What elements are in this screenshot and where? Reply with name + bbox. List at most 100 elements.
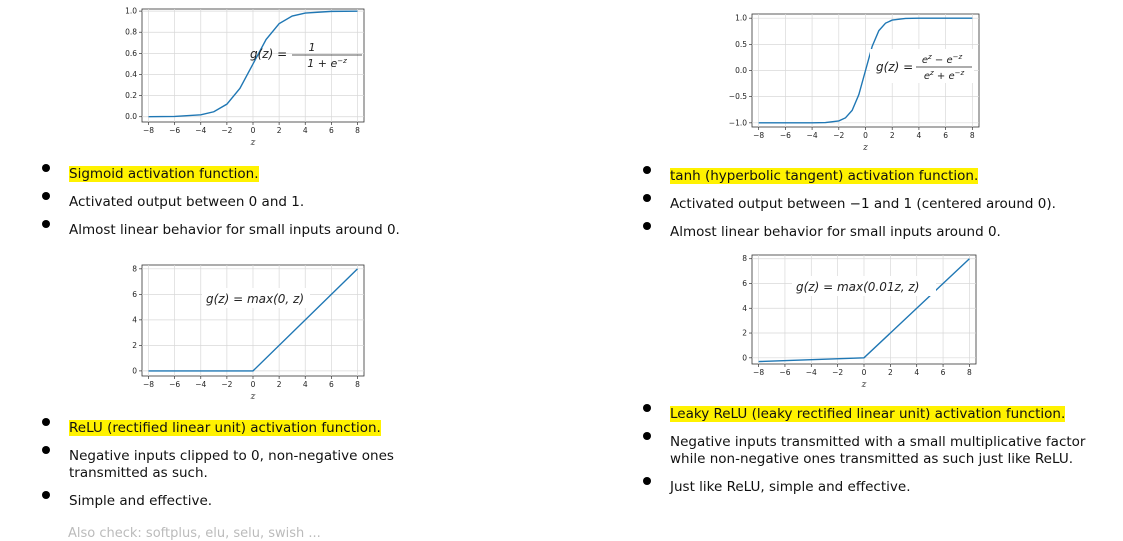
list-item: Just like ReLU, simple and effective.: [643, 476, 1093, 496]
bullet-text: Activated output between −1 and 1 (cente…: [670, 195, 1056, 212]
x-tick-label: 8: [355, 126, 360, 135]
relu-bullets: ReLU (rectified linear unit) activation …: [42, 418, 462, 510]
y-tick-label: 4: [742, 304, 747, 313]
list-item: tanh (hyperbolic tangent) activation fun…: [643, 166, 1103, 185]
leaky-relu-bullets: Leaky ReLU (leaky rectified linear unit)…: [643, 404, 1093, 496]
x-tick-label: 8: [355, 380, 360, 389]
bullet-dot-icon: [42, 219, 50, 228]
x-tick-label: −4: [807, 131, 818, 140]
x-ticks: −8 −6 −4 −2 0 2 4 6 8: [753, 364, 972, 377]
leaky-relu-chart: −8 −6 −4 −2 0 2 4 6 8 0 2 4 6 8 z g(z) = max(0.01z, …: [742, 254, 977, 390]
tanh-bullets: tanh (hyperbolic tangent) activation fun…: [643, 166, 1103, 241]
bullet-text: tanh (hyperbolic tangent) activation fun…: [670, 168, 979, 184]
tanh-chart: −8 −6 −4 −2 0 2 4 6 8 −1.0 −0.5 0.0 0.5 1.0 z g(z) =…: [729, 13, 980, 153]
y-tick-label: 0.6: [125, 49, 137, 58]
x-tick-label: −4: [195, 126, 206, 135]
x-tick-label: 6: [329, 126, 334, 135]
x-axis-label: z: [250, 138, 256, 148]
sigmoid-curve: [148, 10, 358, 118]
y-tick-label: 0.4: [125, 70, 137, 79]
bullet-text: Almost linear behavior for small inputs …: [670, 223, 1001, 240]
y-ticks: −1.0 −0.5 0.0 0.5 1.0: [729, 14, 752, 127]
x-tick-label: 6: [329, 380, 334, 389]
x-tick-label: −8: [753, 368, 764, 377]
y-tick-label: 0: [742, 353, 747, 362]
y-tick-label: 0.0: [125, 112, 137, 121]
bullet-dot-icon: [42, 490, 50, 499]
x-tick-label: 2: [888, 368, 893, 377]
y-tick-label: 1.0: [735, 14, 747, 23]
cut-off-footer-text: Also check: softplus, elu, selu, swish .…: [68, 526, 321, 541]
list-item: Simple and effective.: [42, 490, 462, 510]
y-tick-label: 0: [132, 366, 137, 375]
sigmoid-chart: −8 −6 −4 −2 0 2 4 6 8 0.0 0.2 0.4 0.6 0.8 1.0 z g(z) …: [125, 7, 365, 148]
bullet-text: Sigmoid activation function.: [69, 166, 259, 182]
list-item: Activated output between 0 and 1.: [42, 191, 462, 211]
list-item: Activated output between −1 and 1 (cente…: [643, 193, 1103, 213]
x-axis-label: z: [861, 380, 867, 390]
y-tick-label: 1.0: [125, 7, 137, 16]
x-tick-label: −8: [753, 131, 764, 140]
formula: g(z) = ez − e−z ez + e−z: [870, 49, 974, 83]
x-tick-label: 0: [251, 126, 256, 135]
x-tick-label: 6: [941, 368, 946, 377]
x-tick-label: 2: [277, 380, 282, 389]
y-ticks: 0 2 4 6 8: [742, 254, 752, 362]
x-tick-label: 2: [890, 131, 895, 140]
tanh-curve: [758, 17, 973, 124]
x-tick-label: 4: [914, 368, 919, 377]
y-tick-label: 6: [132, 290, 137, 299]
y-ticks: 0 2 4 6 8: [132, 264, 142, 375]
x-ticks: −8 −6 −4 −2 0 2 4 6 8: [753, 127, 975, 140]
list-item: ReLU (rectified linear unit) activation …: [42, 418, 462, 437]
bullet-dot-icon: [643, 193, 651, 202]
x-tick-label: −4: [195, 380, 206, 389]
y-tick-label: −1.0: [729, 118, 747, 127]
y-ticks: 0.0 0.2 0.4 0.6 0.8 1.0: [125, 7, 142, 121]
list-item: Almost linear behavior for small inputs …: [643, 221, 1103, 241]
svg-text:g(z) = max(0, z): g(z) = max(0, z): [206, 292, 304, 306]
list-item: Leaky ReLU (leaky rectified linear unit)…: [643, 404, 1093, 423]
bullet-text: ReLU (rectified linear unit) activation …: [69, 420, 381, 436]
y-tick-label: 8: [132, 264, 137, 273]
bullet-text: Negative inputs transmitted with a small…: [670, 433, 1086, 467]
grid: [752, 255, 976, 364]
y-tick-label: 2: [132, 341, 137, 350]
x-axis-label: z: [862, 143, 868, 153]
x-tick-label: −6: [779, 368, 790, 377]
svg-text:1: 1: [309, 41, 316, 54]
bullet-text: Leaky ReLU (leaky rectified linear unit)…: [670, 406, 1066, 422]
bullet-dot-icon: [42, 418, 50, 426]
x-tick-label: −6: [780, 131, 791, 140]
list-item: Negative inputs clipped to 0, non-negati…: [42, 445, 462, 482]
grid: [142, 265, 364, 376]
x-ticks: −8 −6 −4 −2 0 2 4 6 8: [143, 376, 360, 389]
x-tick-label: 8: [967, 368, 972, 377]
formula: g(z) = max(0.01z, z): [792, 276, 936, 296]
bullet-text: Almost linear behavior for small inputs …: [69, 221, 400, 238]
y-tick-label: 0.8: [125, 28, 137, 37]
list-item: Almost linear behavior for small inputs …: [42, 219, 462, 239]
x-tick-label: 0: [251, 380, 256, 389]
y-tick-label: 0.0: [735, 66, 747, 75]
x-tick-label: −2: [833, 131, 844, 140]
x-axis-label: z: [250, 392, 256, 402]
svg-text:g(z) = max(0.01z, z): g(z) = max(0.01z, z): [796, 280, 919, 294]
list-item: Sigmoid activation function.: [42, 164, 462, 183]
x-tick-label: 6: [943, 131, 948, 140]
svg-text:1 + e−z: 1 + e−z: [307, 57, 347, 70]
grid: [752, 14, 979, 127]
bullet-dot-icon: [643, 404, 651, 412]
x-tick-label: −2: [221, 126, 232, 135]
x-tick-label: 0: [862, 368, 867, 377]
svg-text:g(z) =: g(z) =: [876, 60, 913, 74]
x-tick-label: 4: [303, 126, 308, 135]
bullet-dot-icon: [643, 166, 651, 174]
formula: g(z) = max(0, z): [202, 288, 310, 308]
y-tick-label: −0.5: [729, 92, 747, 101]
y-tick-label: 0.2: [125, 91, 137, 100]
bullet-dot-icon: [42, 164, 50, 172]
relu-chart: −8 −6 −4 −2 0 2 4 6 8 0 2 4 6 8 z g(z) = max(0, z): [132, 264, 365, 402]
formula: g(z) = 1 1 + e−z: [250, 41, 362, 70]
bullet-dot-icon: [42, 445, 50, 454]
